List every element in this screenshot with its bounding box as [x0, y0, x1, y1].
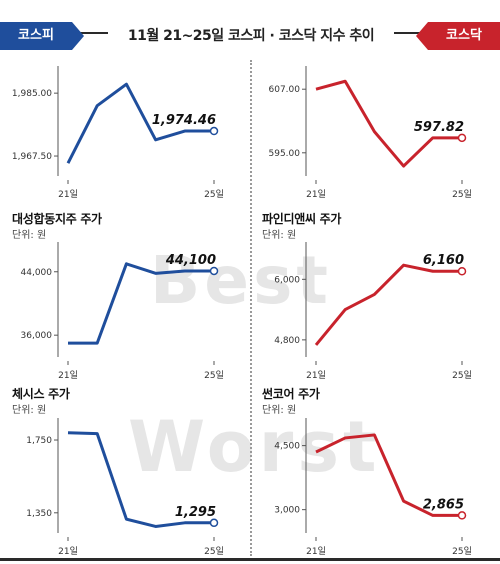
x-tick-label: 25일: [452, 189, 472, 200]
y-tick-label: 6,000: [274, 275, 300, 285]
end-value-label: 44,100: [165, 253, 216, 268]
x-tick-label: 25일: [204, 546, 224, 557]
chesis-title: 체시스 주가: [12, 387, 70, 401]
bottom-rule: [0, 558, 500, 561]
x-tick-label: 21일: [306, 189, 326, 200]
x-tick-label: 21일: [58, 370, 78, 381]
end-point-marker: [209, 518, 219, 528]
end-point-marker: [209, 266, 219, 276]
header-bar: 코스피 11월 21~25일 코스피 · 코스닥 지수 추이 코스닥: [0, 8, 500, 54]
series-line: [315, 433, 462, 517]
series-line: [66, 82, 214, 164]
y-tick-label: 607.00: [269, 85, 301, 95]
y-tick-label: 4,500: [274, 442, 300, 452]
x-tick-label: 25일: [204, 189, 224, 200]
series-line: [315, 79, 462, 168]
x-tick-label: 25일: [452, 546, 472, 557]
end-value-label: 1,974.46: [152, 113, 216, 128]
y-tick-label: 44,000: [21, 268, 53, 278]
x-tick-label: 25일: [204, 370, 224, 381]
x-tick-label: 25일: [452, 370, 472, 381]
page-title: 11월 21~25일 코스피 · 코스닥 지수 추이: [108, 22, 394, 50]
daesung-unit: 단위: 원: [12, 230, 47, 241]
y-tick-label: 36,000: [21, 331, 53, 341]
kosdaq-badge: 코스닥: [416, 22, 500, 50]
series-line: [68, 262, 214, 345]
y-tick-label: 4,800: [274, 336, 300, 346]
sunco-unit: 단위: 원: [262, 405, 297, 416]
y-tick-label: 1,985.00: [12, 89, 52, 99]
end-value-label: 2,865: [423, 497, 464, 512]
end-value-label: 6,160: [423, 253, 464, 268]
end-point-marker: [457, 266, 467, 276]
pinedigital-unit: 단위: 원: [262, 230, 297, 241]
y-tick-label: 1,350: [26, 509, 52, 519]
daesung-title: 대성합동지주 주가: [12, 212, 102, 226]
kospi-badge: 코스피: [0, 22, 84, 50]
x-tick-label: 21일: [58, 546, 78, 557]
y-tick-label: 595.00: [269, 149, 301, 159]
y-tick-label: 3,000: [274, 506, 300, 516]
end-value-label: 597.82: [414, 120, 464, 135]
x-tick-label: 21일: [306, 546, 326, 557]
end-point-marker: [209, 126, 219, 136]
end-point-marker: [457, 511, 467, 520]
y-tick-label: 1,750: [26, 436, 52, 446]
y-tick-label: 1,967.50: [12, 152, 52, 162]
x-tick-label: 21일: [306, 370, 326, 381]
end-point-marker: [457, 133, 467, 143]
end-value-label: 1,295: [175, 505, 216, 520]
chesis-unit: 단위: 원: [12, 405, 47, 416]
series-line: [314, 263, 462, 346]
pinedigital-title: 파인디앤씨 주가: [262, 212, 342, 226]
x-tick-label: 21일: [58, 189, 78, 200]
column-divider: [250, 60, 252, 556]
sunco-title: 썬코어 주가: [262, 387, 320, 401]
series-line: [67, 431, 214, 528]
